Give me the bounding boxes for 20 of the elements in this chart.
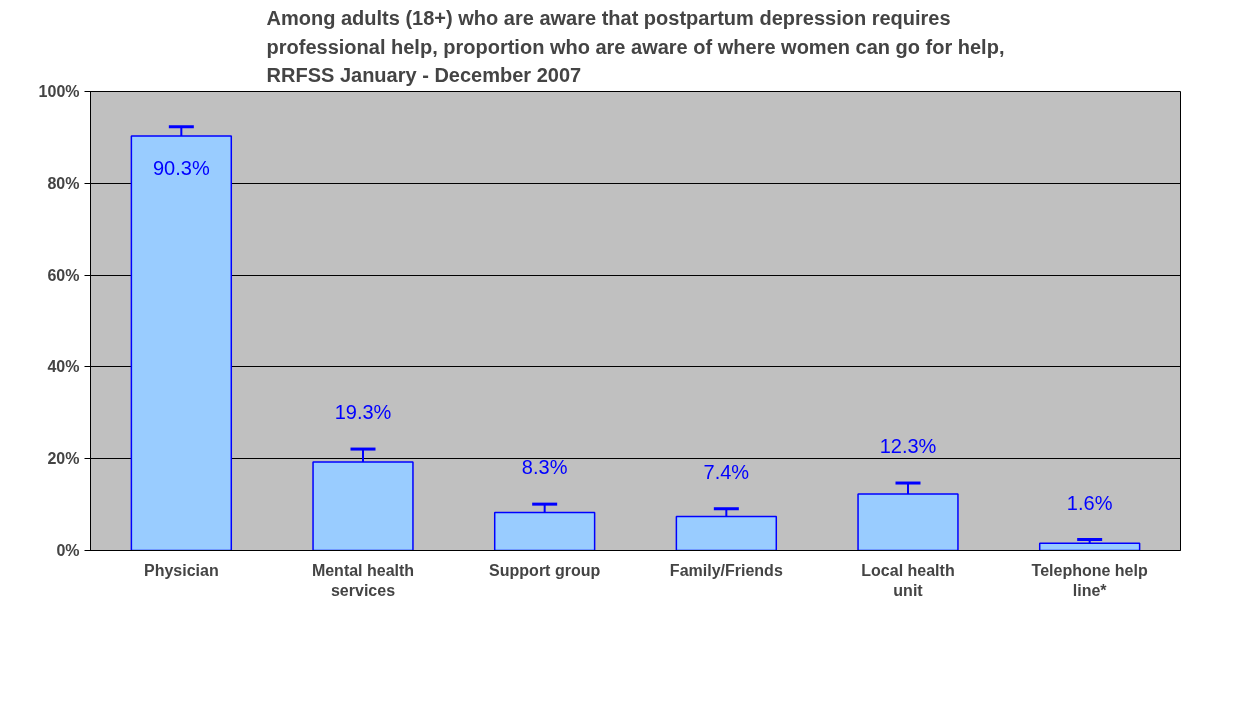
data-label: 8.3% xyxy=(521,456,568,479)
y-tick-label: 20% xyxy=(47,450,80,468)
y-tick-label: 0% xyxy=(56,542,80,559)
data-label: 19.3% xyxy=(334,401,392,424)
y-tick-label: 100% xyxy=(38,83,80,100)
x-tick-label: Local health unit xyxy=(861,561,955,599)
y-tick-label: 80% xyxy=(47,174,80,192)
bar xyxy=(1038,542,1141,551)
chart-title: Among adults (18+) who are aware that postpartum depression requires professional help, proportion who are aware of where women can go for help, RRFSS January - December 2007 xyxy=(266,7,1005,87)
data-label: 1.6% xyxy=(1066,491,1113,514)
x-tick-label: Support group xyxy=(489,561,601,579)
data-label: 7.4% xyxy=(703,461,750,484)
x-tick-label: Mental health services xyxy=(311,561,415,599)
x-tick-label: Family/Friends xyxy=(669,561,783,579)
y-tick-label: 60% xyxy=(47,266,80,284)
data-label: 90.3% xyxy=(152,157,210,180)
x-tick-label: Telephone help line* xyxy=(1031,561,1148,599)
data-label: 12.3% xyxy=(879,435,937,458)
y-tick-label: 40% xyxy=(47,358,80,376)
x-tick-label: Physician xyxy=(143,561,219,579)
